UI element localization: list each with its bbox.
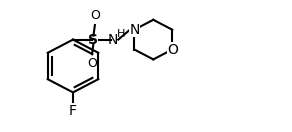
Text: S: S [88,33,98,47]
Text: N: N [129,23,140,37]
Text: O: O [167,43,178,56]
Text: N: N [107,33,118,47]
Text: F: F [69,104,77,118]
Text: O: O [87,57,97,70]
Text: O: O [90,10,100,22]
Text: H: H [117,29,125,39]
